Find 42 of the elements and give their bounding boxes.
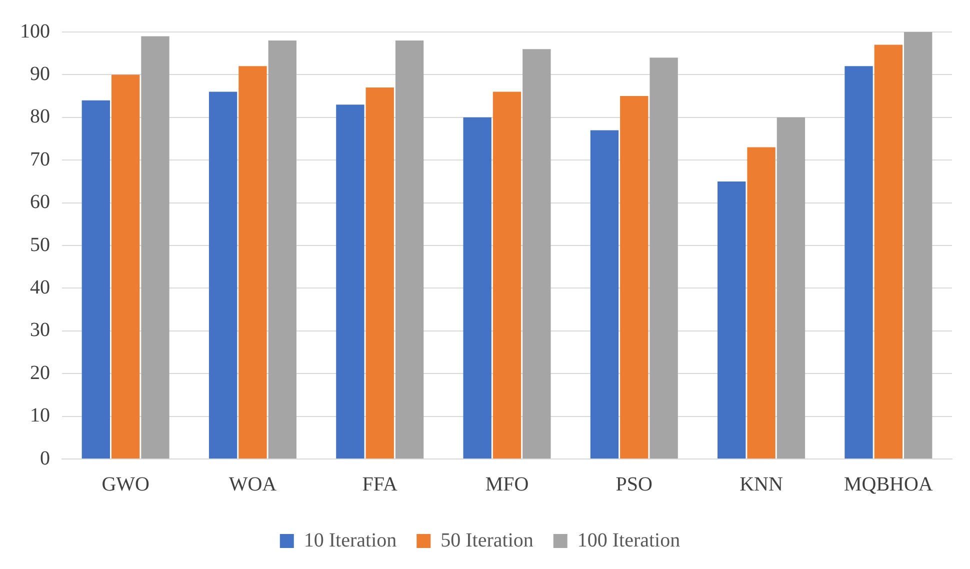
y-tick-label: 80	[30, 106, 50, 128]
y-tick-label: 40	[30, 276, 50, 298]
bar	[336, 104, 364, 458]
bar	[522, 49, 551, 458]
y-tick-label: 50	[30, 234, 50, 256]
x-tick-label: KNN	[740, 473, 783, 496]
bar	[718, 181, 746, 458]
x-tick-label: MQBHOA	[844, 473, 934, 496]
x-tick-label: FFA	[362, 473, 398, 496]
bar	[395, 40, 424, 458]
y-tick-label: 10	[30, 404, 50, 427]
y-tick-label: 100	[20, 20, 50, 42]
x-tick-label: MFO	[485, 473, 529, 496]
x-tick-label: GWO	[102, 473, 150, 496]
bar	[492, 92, 522, 458]
bar	[82, 100, 110, 458]
bar	[747, 147, 776, 458]
y-tick-label: 90	[30, 62, 50, 85]
bar	[590, 130, 619, 458]
legend-label: 100 Iteration	[577, 529, 680, 552]
bar	[111, 74, 140, 458]
x-tick-label: WOA	[228, 473, 278, 496]
bar	[141, 36, 170, 458]
legend-label: 50 Iteration	[440, 529, 534, 552]
y-tick-label: 20	[30, 362, 50, 384]
bar	[904, 32, 932, 458]
legend-label: 10 Iteration	[304, 529, 397, 552]
bar	[620, 96, 648, 458]
bar	[874, 44, 903, 458]
y-tick-label: 30	[30, 319, 50, 342]
bar	[208, 92, 238, 458]
y-tick-label: 0	[40, 447, 50, 470]
bar	[463, 117, 492, 458]
x-tick-label: PSO	[616, 473, 652, 496]
bar	[366, 88, 394, 458]
bar	[268, 40, 296, 458]
bar	[776, 117, 806, 458]
bar	[650, 58, 678, 458]
bar	[238, 66, 267, 458]
y-tick-label: 60	[30, 191, 50, 214]
y-tick-label: 70	[30, 148, 50, 170]
bar	[844, 66, 873, 458]
